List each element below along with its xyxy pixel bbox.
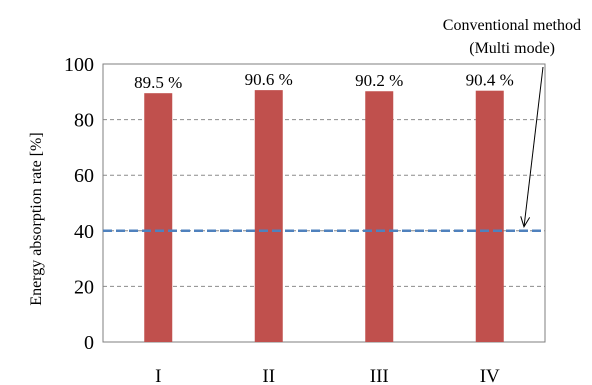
y-tick-label: 20 [74, 276, 94, 298]
arrow-shaft [523, 66, 544, 227]
y-axis-ticks: 0 20 40 60 80 100 [64, 54, 94, 354]
y-tick-label: 0 [84, 332, 94, 354]
data-label: 90.4 % [466, 71, 514, 90]
bars [144, 90, 504, 342]
y-tick-label: 40 [74, 221, 94, 243]
annotation-arrow [520, 66, 544, 229]
x-axis-ticks: I II III IV [155, 366, 500, 385]
bar [475, 90, 504, 342]
reference-annotation-line2: (Multi mode) [469, 40, 555, 57]
y-tick-label: 80 [74, 110, 94, 132]
data-label: 89.5 % [134, 73, 182, 92]
data-labels: 89.5 % 90.6 % 90.2 % 90.4 % [134, 70, 514, 92]
arrow-head [520, 216, 531, 229]
reference-annotation-line1: Conventional method [443, 17, 581, 34]
y-axis-label: Energy absorption rate [%] [28, 132, 45, 305]
x-tick-label: IV [480, 366, 500, 385]
y-tick-label: 60 [74, 165, 94, 187]
bar [254, 90, 283, 342]
plot-area [102, 63, 546, 343]
data-label: 90.2 % [355, 71, 403, 90]
x-tick-label: I [155, 366, 161, 385]
y-tick-label: 100 [64, 54, 94, 76]
x-tick-label: II [262, 366, 275, 385]
data-label: 90.6 % [245, 70, 293, 89]
x-tick-label: III [370, 366, 389, 385]
bar [144, 93, 173, 342]
bar [365, 91, 394, 342]
